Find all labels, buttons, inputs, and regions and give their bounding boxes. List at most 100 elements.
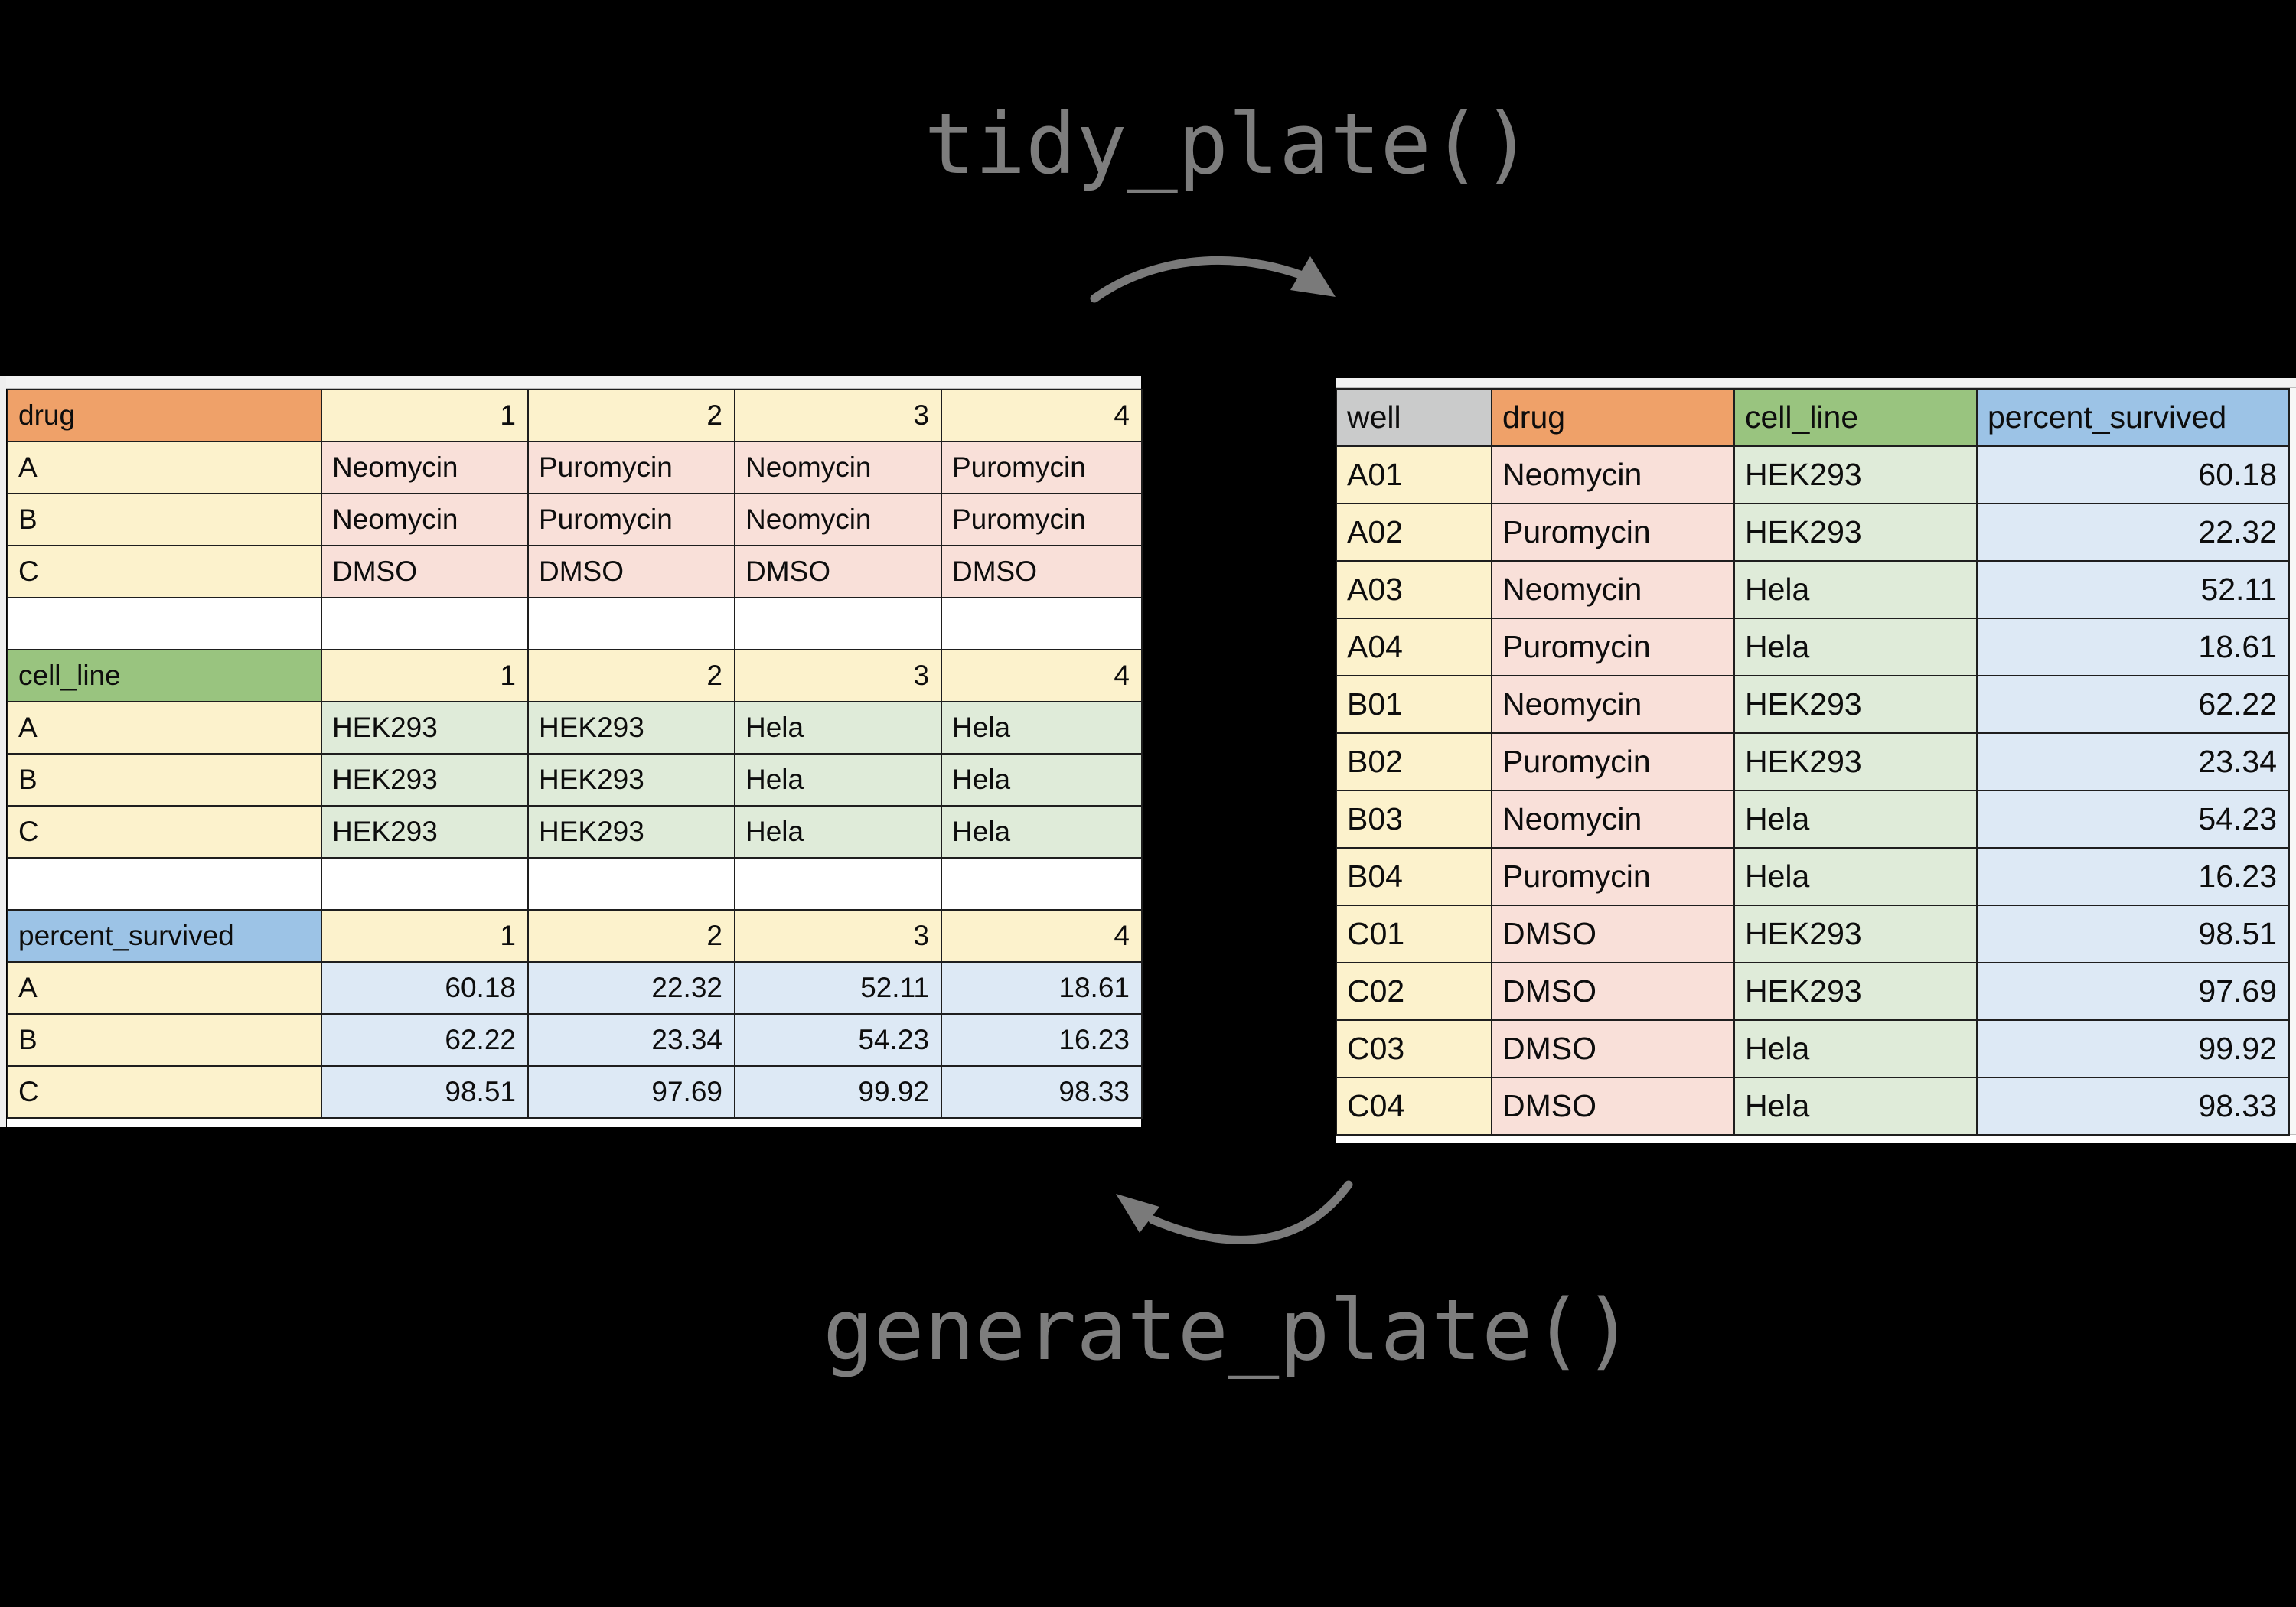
tidy-cell: 23.34 [1976,732,2290,791]
tidy-cell: 54.23 [1976,790,2290,849]
tidy-well-cell: B03 [1336,790,1492,849]
tidy-cell: Neomycin [1491,445,1735,504]
tidy-cell: HEK293 [1733,445,1978,504]
plate-row: B HEK293 HEK293 Hela Hela [7,753,1143,807]
blank-separator-row [7,597,1143,650]
sheet-edge-strip [1336,378,2296,388]
plate-section-header-percent_survived: percent_survived [7,909,322,963]
plate-column-header: 2 [527,649,735,702]
tidy-column-header-drug: drug [1491,388,1735,447]
blank-cell [941,597,1143,650]
tidy-cell: Neomycin [1491,675,1735,734]
plate-cell: 99.92 [734,1065,942,1119]
plate-column-header: 4 [941,649,1143,702]
tidy-cell: HEK293 [1733,732,1978,791]
tidy-row: A01 Neomycin HEK293 60.18 [1336,445,2290,504]
plate-cell: 97.69 [527,1065,735,1119]
blank-separator-row [7,857,1143,911]
plate-row: B Neomycin Puromycin Neomycin Puromycin [7,493,1143,546]
plate-cell: 52.11 [734,961,942,1015]
plate-column-header: 3 [734,389,942,442]
tidy-column-header-percent_survived: percent_survived [1976,388,2290,447]
tidy-cell: HEK293 [1733,675,1978,734]
tidy-row: C02 DMSO HEK293 97.69 [1336,962,2290,1021]
tidy-cell: Hela [1733,847,1978,906]
plate-cell: HEK293 [527,805,735,859]
plate-row: C 98.51 97.69 99.92 98.33 [7,1065,1143,1119]
tidy-cell: Puromycin [1491,503,1735,562]
tidy-well-cell: A01 [1336,445,1492,504]
plate-cell: DMSO [321,545,529,598]
plate-column-header: 1 [321,909,529,963]
tidy-cell: Puromycin [1491,732,1735,791]
tidy-row: C04 DMSO Hela 98.33 [1336,1077,2290,1136]
plate-cell: Puromycin [527,493,735,546]
tidy-cell: Hela [1733,1077,1978,1136]
plate-section-header-row: cell_line 1 2 3 4 [7,649,1143,702]
tidy-cell: 52.11 [1976,560,2290,619]
generate-plate-function-label: generate_plate() [823,1281,1634,1379]
tidy-cell: 16.23 [1976,847,2290,906]
tidy-cell: 62.22 [1976,675,2290,734]
plate-row-label: B [7,493,322,546]
plate-cell: 23.34 [527,1013,735,1067]
plate-cell: HEK293 [321,805,529,859]
blank-cell [734,597,942,650]
tidy-well-cell: C03 [1336,1019,1492,1078]
plate-row-label: B [7,1013,322,1067]
plate-column-header: 2 [527,389,735,442]
tidy-header-row: well drug cell_line percent_survived [1336,388,2290,447]
plate-cell: Puromycin [941,493,1143,546]
tidy-row: C03 DMSO Hela 99.92 [1336,1019,2290,1078]
tidy-cell: 22.32 [1976,503,2290,562]
tidy-cell: 97.69 [1976,962,2290,1021]
tidy-cell: Hela [1733,618,1978,676]
plate-row: A Neomycin Puromycin Neomycin Puromycin [7,441,1143,494]
plate-row: A 60.18 22.32 52.11 18.61 [7,961,1143,1015]
tidy-cell: Neomycin [1491,560,1735,619]
plate-cell: HEK293 [527,701,735,755]
plate-row: C DMSO DMSO DMSO DMSO [7,545,1143,598]
tidy-well-cell: B04 [1336,847,1492,906]
tidy-cell: HEK293 [1733,962,1978,1021]
plate-cell: Neomycin [321,493,529,546]
tidy-cell: 99.92 [1976,1019,2290,1078]
plate-cell: Neomycin [734,493,942,546]
tidy-well-cell: C01 [1336,905,1492,963]
plate-cell: Hela [941,753,1143,807]
tidy-well-cell: A03 [1336,560,1492,619]
tidy-row: B04 Puromycin Hela 16.23 [1336,847,2290,906]
tidy-plate-function-label: tidy_plate() [924,95,1533,193]
plate-cell: Neomycin [734,441,942,494]
plate-row: A HEK293 HEK293 Hela Hela [7,701,1143,755]
blank-cell [527,857,735,911]
tidy-cell: DMSO [1491,962,1735,1021]
tidy-cell: 18.61 [1976,618,2290,676]
tidy-well-cell: A02 [1336,503,1492,562]
plate-row-label: C [7,805,322,859]
plate-cell: 54.23 [734,1013,942,1067]
plate-cell: 18.61 [941,961,1143,1015]
blank-cell [7,597,322,650]
blank-cell [321,857,529,911]
plate-cell: HEK293 [321,753,529,807]
tidy-cell: HEK293 [1733,503,1978,562]
blank-cell [321,597,529,650]
sheet-edge-strip [0,376,6,1127]
plate-row-label: C [7,1065,322,1119]
plate-cell: 98.51 [321,1065,529,1119]
plate-cell: Puromycin [527,441,735,494]
plate-row: B 62.22 23.34 54.23 16.23 [7,1013,1143,1067]
tidy-cell: Hela [1733,560,1978,619]
plate-column-header: 3 [734,909,942,963]
tidy-cell: DMSO [1491,1019,1735,1078]
plate-section-header-drug: drug [7,389,322,442]
tidy-cell: Puromycin [1491,847,1735,906]
tidy-row: C01 DMSO HEK293 98.51 [1336,905,2290,963]
plate-column-header: 1 [321,389,529,442]
tidy-column-header-well: well [1336,388,1492,447]
plate-cell: Hela [941,701,1143,755]
plate-section-header-row: drug 1 2 3 4 [7,389,1143,442]
plate-column-header: 1 [321,649,529,702]
